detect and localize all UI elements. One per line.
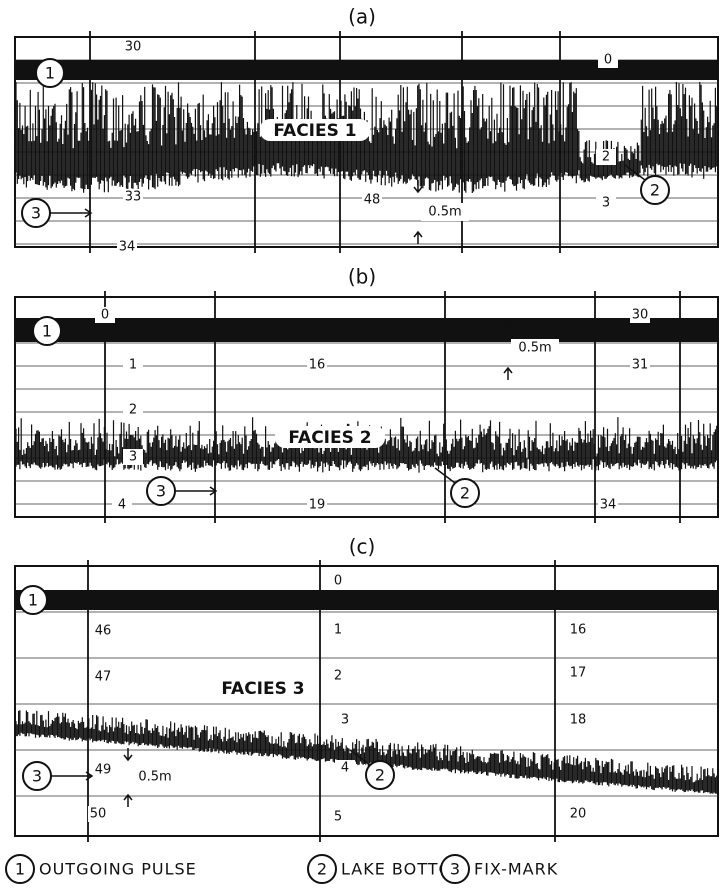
depth-label: 34 <box>600 498 617 513</box>
depth-label: 19 <box>309 498 326 513</box>
callout-number: 2 <box>460 484 470 503</box>
depth-label: 16 <box>309 358 326 373</box>
callout-number: 3 <box>450 860 460 879</box>
depth-label: 48 <box>364 193 381 208</box>
depth-label: 0 <box>334 574 342 589</box>
facies-label: FACIES 2 <box>288 428 371 448</box>
panel-label: (c) <box>349 535 376 559</box>
facies-label: FACIES 3 <box>221 679 304 699</box>
depth-label: 17 <box>570 666 587 681</box>
legend-text: OUTGOING PULSE <box>39 860 197 879</box>
depth-label: 1 <box>334 623 342 638</box>
facies-label: FACIES 1 <box>273 121 356 141</box>
depth-label: 0 <box>101 308 109 323</box>
outgoing-pulse <box>15 590 718 610</box>
callout-number: 2 <box>375 766 385 785</box>
depth-label: 2 <box>602 150 610 165</box>
callout-number: 1 <box>28 591 38 610</box>
callout-number: 2 <box>650 181 660 200</box>
depth-label: 5 <box>334 810 342 825</box>
depth-label: 18 <box>570 713 587 728</box>
depth-label: 3 <box>129 450 137 465</box>
scale-label: 0.5m <box>518 341 551 356</box>
outgoing-pulse <box>15 318 718 342</box>
depth-label: 0 <box>604 53 612 68</box>
depth-label: 47 <box>95 670 112 685</box>
figure: (a)30023348334FACIES 10.5m123(b)03011631… <box>0 0 724 891</box>
depth-label: 20 <box>570 807 587 822</box>
depth-label: 4 <box>118 498 126 513</box>
callout-number: 1 <box>42 322 52 341</box>
panel-label: (b) <box>348 265 376 289</box>
callout-number: 1 <box>15 860 25 879</box>
depth-label: 46 <box>95 624 112 639</box>
depth-label: 30 <box>632 308 649 323</box>
callout-number: 3 <box>156 482 166 501</box>
depth-label: 30 <box>125 40 142 55</box>
scale-label: 0.5m <box>138 770 171 785</box>
depth-label: 34 <box>119 240 136 255</box>
depth-label: 50 <box>90 807 107 822</box>
callout-number: 3 <box>32 767 42 786</box>
depth-label: 1 <box>129 358 137 373</box>
depth-label: 33 <box>125 190 142 205</box>
depth-label: 3 <box>602 196 610 211</box>
depth-label: 16 <box>570 623 587 638</box>
depth-label: 49 <box>95 763 112 778</box>
legend-text: FIX-MARK <box>474 860 558 879</box>
depth-label: 3 <box>341 713 349 728</box>
callout-number: 2 <box>317 860 327 879</box>
depth-label: 31 <box>632 358 649 373</box>
scale-label: 0.5m <box>428 205 461 220</box>
callout-number: 3 <box>31 204 41 223</box>
depth-label: 4 <box>341 761 349 776</box>
depth-label: 2 <box>129 403 137 418</box>
depth-label: 2 <box>334 669 342 684</box>
panel-label: (a) <box>348 5 376 29</box>
callout-number: 1 <box>45 64 55 83</box>
